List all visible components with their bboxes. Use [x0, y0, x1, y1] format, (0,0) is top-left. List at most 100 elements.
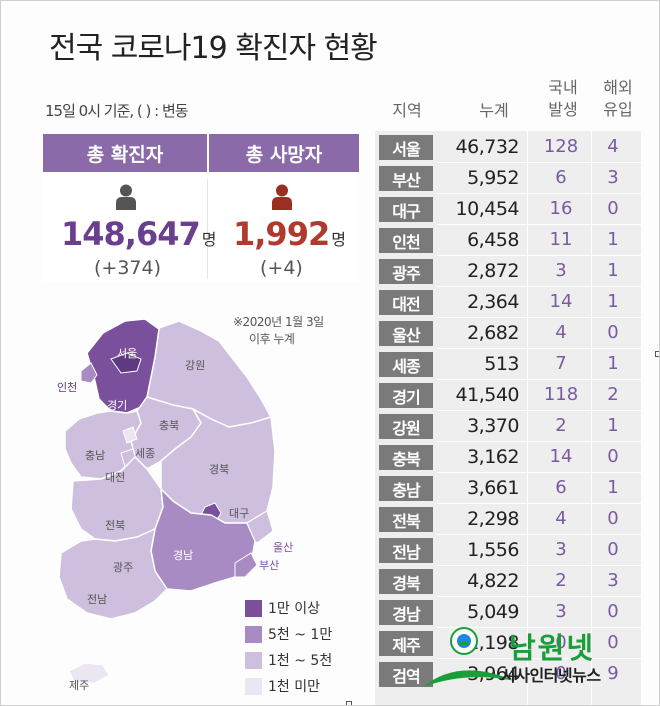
cell-region: 충남 [379, 476, 433, 501]
table-row: 서울 46,732 128 4 [375, 133, 641, 161]
label-jeonbuk: 전북 [105, 519, 125, 532]
label-chungbuk: 충북 [159, 419, 179, 432]
label-incheon: 인천 [57, 380, 77, 394]
cell-domestic: 128 [543, 136, 579, 157]
label-daejeon: 대전 [105, 471, 125, 484]
table-row: 경북 4,822 2 3 [375, 567, 641, 595]
region-busan [234, 552, 258, 578]
row-separator [437, 472, 641, 473]
summary-divider [207, 179, 208, 279]
row-separator [437, 224, 641, 225]
row-separator [437, 503, 641, 504]
region-ulsan [246, 510, 274, 544]
row-separator [437, 348, 641, 349]
row-separator [437, 286, 641, 287]
cell-region: 제주 [379, 631, 433, 656]
cell-cumulative: 2,298 [467, 508, 519, 530]
table-row: 전남 1,556 3 0 [375, 536, 641, 564]
cell-overseas: 9 [607, 663, 619, 684]
header-region: 지역 [392, 101, 422, 120]
cell-region: 검역 [379, 662, 433, 687]
table-row: 세종 513 7 1 [375, 350, 641, 378]
cell-cumulative: 2,682 [467, 322, 519, 344]
table-row: 경남 5,049 3 0 [375, 598, 641, 626]
cell-overseas: 1 [607, 229, 619, 250]
cell-overseas: 4 [607, 136, 619, 157]
label-gyeonggi: 경기 [107, 399, 127, 412]
cell-cumulative: 5,952 [467, 167, 519, 189]
confirmed-unit: 명 [201, 230, 217, 249]
cell-region: 경기 [379, 383, 433, 408]
cell-cumulative: 4,822 [467, 570, 519, 592]
table-row: 강원 3,370 2 1 [375, 412, 641, 440]
cell-domestic: 14 [549, 446, 573, 467]
legend-item: 1만 이상 [245, 598, 320, 618]
cell-cumulative: 1,556 [467, 539, 519, 561]
watermark-logo-icon [450, 627, 478, 655]
cell-domestic: 3 [555, 601, 567, 622]
label-sejong: 세종 [135, 447, 155, 460]
cell-domestic: 4 [555, 322, 567, 343]
cell-cumulative: 3,661 [467, 477, 519, 499]
cell-cumulative: 3,162 [467, 446, 519, 468]
cell-region: 충북 [379, 445, 433, 470]
cell-domestic: 3 [555, 260, 567, 281]
cell-overseas: 1 [607, 260, 619, 281]
cell-domestic: 2 [555, 570, 567, 591]
cell-region: 대구 [379, 197, 433, 222]
confirmed-total: 148,647 명 [61, 215, 217, 253]
cell-region: 경남 [379, 600, 433, 625]
basis-note: 15일 0시 기준, ( ) : 변동 [45, 102, 189, 120]
footnote-line: 이후 누계 [249, 332, 295, 346]
cell-overseas: 0 [607, 198, 619, 219]
header-cumulative: 누계 [479, 101, 509, 120]
cell-region: 부산 [379, 166, 433, 191]
label-chungnam: 충남 [85, 449, 105, 462]
row-separator [437, 596, 641, 597]
row-separator [437, 410, 641, 411]
row-separator [437, 317, 641, 318]
page-title: 전국 코로나19 확진자 현황 [49, 31, 378, 66]
label-gyeongbuk: 경북 [209, 463, 229, 476]
cell-overseas: 0 [607, 601, 619, 622]
legend-label: 1천 미만 [268, 679, 320, 695]
deaths-value: 1,992 [233, 215, 330, 253]
cell-cumulative: 5,049 [467, 601, 519, 623]
header-overseas-line: 해외 [603, 78, 633, 97]
korea-region-map: 서울 경기 인천 강원 충북 충남 세종 대전 경북 대구 전북 광주 전남 경… [57, 318, 293, 692]
label-ulsan: 울산 [273, 541, 293, 554]
header-domestic-line: 발생 [548, 100, 578, 119]
cell-overseas: 0 [607, 632, 619, 653]
cell-overseas: 2 [607, 384, 619, 405]
row-separator [437, 627, 641, 628]
cell-domestic: 7 [555, 353, 567, 374]
cell-region: 울산 [379, 321, 433, 346]
cell-region: 전남 [379, 538, 433, 563]
label-daegu: 대구 [229, 507, 249, 520]
row-separator [437, 255, 641, 256]
cell-cumulative: 46,732 [455, 136, 520, 158]
confirmed-delta: (+374) [94, 257, 162, 279]
cell-cumulative: 6,458 [467, 229, 519, 251]
resize-handle[interactable] [655, 351, 659, 357]
cell-overseas: 1 [607, 291, 619, 312]
cell-overseas: 0 [607, 446, 619, 467]
cell-domestic: 6 [555, 167, 567, 188]
watermark-subtitle: 시사인터넷뉴스 [501, 666, 601, 685]
cell-region: 대전 [379, 290, 433, 315]
header-domestic-line: 국내 [548, 78, 578, 97]
deaths-total: 1,992 명 [233, 215, 346, 253]
table-row: 충북 3,162 14 0 [375, 443, 641, 471]
region-jeju [68, 662, 110, 684]
legend-item: 5천 ~ 1만 [245, 624, 332, 644]
resize-handle[interactable] [346, 701, 352, 705]
row-separator [437, 162, 641, 163]
person-gray-icon [116, 184, 136, 210]
label-jeju: 제주 [69, 679, 89, 692]
cell-region: 광주 [379, 259, 433, 284]
legend-swatch [245, 651, 262, 669]
legend-item: 1천 미만 [245, 676, 320, 696]
cell-domestic: 0 [555, 663, 567, 684]
table-row: 제주 1,198 0 0 [375, 629, 641, 657]
